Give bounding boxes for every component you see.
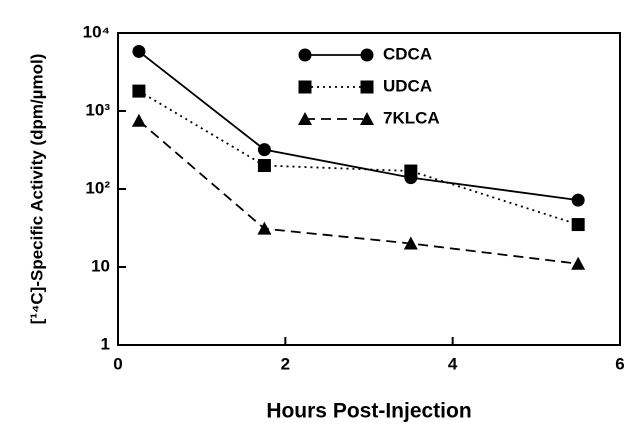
y-tick-label: 10	[91, 256, 110, 275]
series-line	[138, 90, 579, 226]
y-tick-label: 10³	[85, 100, 110, 119]
legend-marker	[298, 80, 312, 94]
series-line	[138, 120, 579, 265]
marker	[571, 218, 585, 232]
marker	[131, 113, 146, 127]
series-line	[138, 50, 579, 202]
marker	[257, 143, 271, 157]
legend-marker	[360, 80, 374, 94]
x-tick-label: 4	[448, 354, 458, 373]
x-tick-label: 0	[113, 354, 122, 373]
legend-marker	[298, 48, 312, 62]
y-tick-label: 10⁴	[83, 22, 110, 41]
y-tick-label: 1	[101, 334, 110, 353]
x-tick-label: 6	[615, 354, 624, 373]
marker	[257, 221, 272, 235]
marker	[257, 159, 271, 173]
marker	[404, 164, 418, 178]
legend-label: 7KLCA	[383, 108, 440, 127]
legend-label: UDCA	[383, 76, 432, 95]
marker	[132, 84, 146, 98]
y-tick-label: 10²	[85, 178, 110, 197]
plot-frame	[117, 32, 621, 346]
legend-marker	[360, 112, 374, 125]
marker	[571, 256, 586, 270]
legend-marker	[298, 112, 312, 125]
x-axis-label: Hours Post-Injection	[266, 400, 471, 423]
marker	[403, 236, 418, 250]
x-tick-label: 2	[281, 354, 290, 373]
legend-label: CDCA	[383, 44, 432, 63]
y-axis-label: [¹⁴C]-Specific Activity (dpm/µmol)	[27, 54, 46, 325]
marker	[132, 44, 146, 58]
legend-marker	[360, 48, 374, 62]
marker	[571, 193, 585, 207]
